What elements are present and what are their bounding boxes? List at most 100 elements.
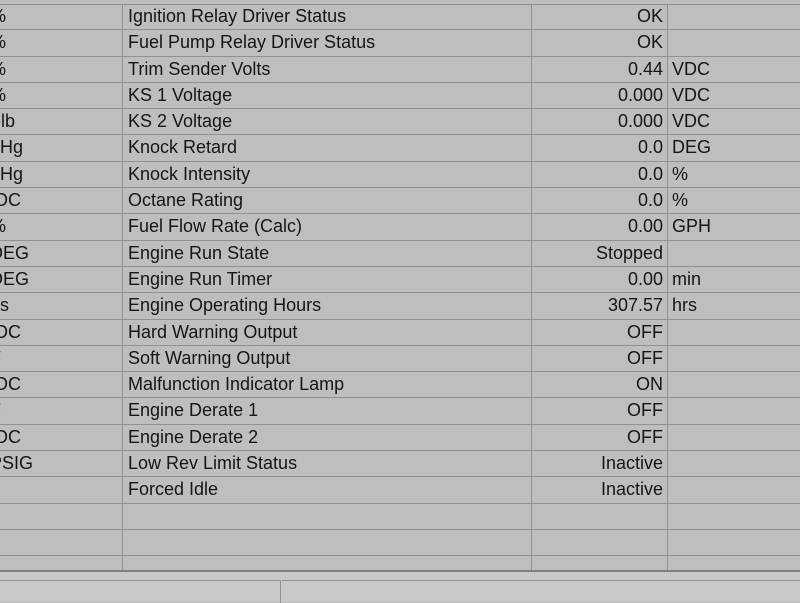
parameter-name-cell: Engine Run State xyxy=(123,240,532,266)
parameter-name-cell: Engine Run Timer xyxy=(123,266,532,293)
parameter-unit-cell xyxy=(668,451,800,476)
parameter-unit-cell: VDC xyxy=(672,58,711,79)
left-unit-cell: DEG xyxy=(0,266,123,293)
left-unit-cell xyxy=(0,477,123,503)
status-bar-connection-pane xyxy=(0,580,281,603)
parameter-value-cell xyxy=(532,556,668,582)
parameter-name-cell xyxy=(123,556,532,582)
parameter-unit-cell: GPH xyxy=(672,216,712,237)
parameter-value-cell: 0.0 xyxy=(532,161,668,188)
empty-table-row[interactable] xyxy=(0,529,800,557)
parameter-unit-cell xyxy=(668,425,800,450)
left-unit-cell: DEG xyxy=(0,240,123,266)
parameter-name-cell: Fuel Pump Relay Driver Status xyxy=(123,30,532,56)
parameter-value-cell: OFF xyxy=(532,319,668,345)
parameter-unit-cell xyxy=(668,241,800,266)
parameter-unit-cell: hrs xyxy=(672,295,698,316)
parameter-value-cell: 0.00 xyxy=(532,266,668,293)
parameter-value-cell: OK xyxy=(532,30,668,56)
parameter-name-cell xyxy=(123,503,532,529)
parameter-name-cell: Low Rev Limit Status xyxy=(123,451,532,477)
left-unit-cell xyxy=(0,529,123,556)
left-unit-cell: PSIG xyxy=(0,451,123,477)
parameter-value-cell xyxy=(532,529,668,556)
left-unit-cell: /DC xyxy=(0,424,123,451)
parameter-name-cell: Malfunction Indicator Lamp xyxy=(123,372,532,398)
parameter-unit-cell: VDC xyxy=(672,84,711,105)
parameter-unit-cell xyxy=(668,504,800,529)
parameter-unit-cell xyxy=(668,398,800,423)
parameter-name-cell: Ignition Relay Driver Status xyxy=(123,4,532,30)
parameter-unit-cell: VDC xyxy=(672,111,711,132)
parameter-name-cell: Soft Warning Output xyxy=(123,345,532,372)
parameter-unit-cell: % xyxy=(672,163,689,184)
parameter-value-cell: ON xyxy=(532,372,668,398)
left-unit-cell: % xyxy=(0,4,123,30)
parameter-unit-cell: min xyxy=(672,268,702,289)
parameter-unit-cell xyxy=(668,320,800,345)
left-unit-cell: ns xyxy=(0,293,123,319)
table-top-border xyxy=(0,0,800,5)
parameter-unit-cell xyxy=(668,372,800,397)
parameter-value-cell: Inactive xyxy=(532,451,668,477)
parameter-unit-cell xyxy=(668,30,800,55)
left-unit-cell: /DC xyxy=(0,319,123,345)
parameter-name-cell: Knock Intensity xyxy=(123,161,532,188)
parameter-value-cell xyxy=(532,503,668,529)
parameter-name-cell: KS 2 Voltage xyxy=(123,109,532,135)
empty-table-row[interactable] xyxy=(0,503,800,530)
left-unit-cell xyxy=(0,503,123,529)
parameter-name-cell: Trim Sender Volts xyxy=(123,56,532,82)
parameter-value-cell: 0.00 xyxy=(532,214,668,240)
left-unit-cell: % xyxy=(0,30,123,56)
parameter-name-cell: Fuel Flow Rate (Calc) xyxy=(123,214,532,240)
parameter-name-cell: Knock Retard xyxy=(123,135,532,161)
status-bar-time-pane xyxy=(282,580,800,603)
left-unit-cell: % xyxy=(0,82,123,109)
parameter-unit-cell xyxy=(668,346,800,371)
parameter-value-cell: 0.0 xyxy=(532,188,668,214)
parameter-value-cell: OFF xyxy=(532,424,668,451)
parameter-unit-cell xyxy=(668,530,800,555)
parameter-value-cell: 0.44 xyxy=(532,56,668,82)
parameter-value-cell: OK xyxy=(532,4,668,30)
parameter-unit-cell xyxy=(668,4,800,29)
parameter-name-cell: KS 1 Voltage xyxy=(123,82,532,109)
table-row[interactable]: Forced Idle Inactive xyxy=(0,477,800,504)
parameter-value-cell: 0.000 xyxy=(532,109,668,135)
parameter-name-cell: Engine Derate 1 xyxy=(123,398,532,424)
status-bar xyxy=(0,570,800,603)
left-unit-cell: F xyxy=(0,345,123,372)
left-unit-cell: F xyxy=(0,398,123,424)
parameter-value-cell: 307.57 xyxy=(532,293,668,319)
parameter-name-cell xyxy=(123,529,532,556)
left-unit-cell: /DC xyxy=(0,188,123,214)
left-unit-cell: % xyxy=(0,56,123,82)
left-unit-cell: t-lb xyxy=(0,109,123,135)
parameter-value-cell: 0.000 xyxy=(532,82,668,109)
left-unit-cell: /DC xyxy=(0,372,123,398)
parameter-name-cell: Octane Rating xyxy=(123,188,532,214)
parameter-name-cell: Engine Derate 2 xyxy=(123,424,532,451)
parameter-unit-cell: % xyxy=(672,190,689,211)
parameter-unit-cell xyxy=(668,477,800,502)
